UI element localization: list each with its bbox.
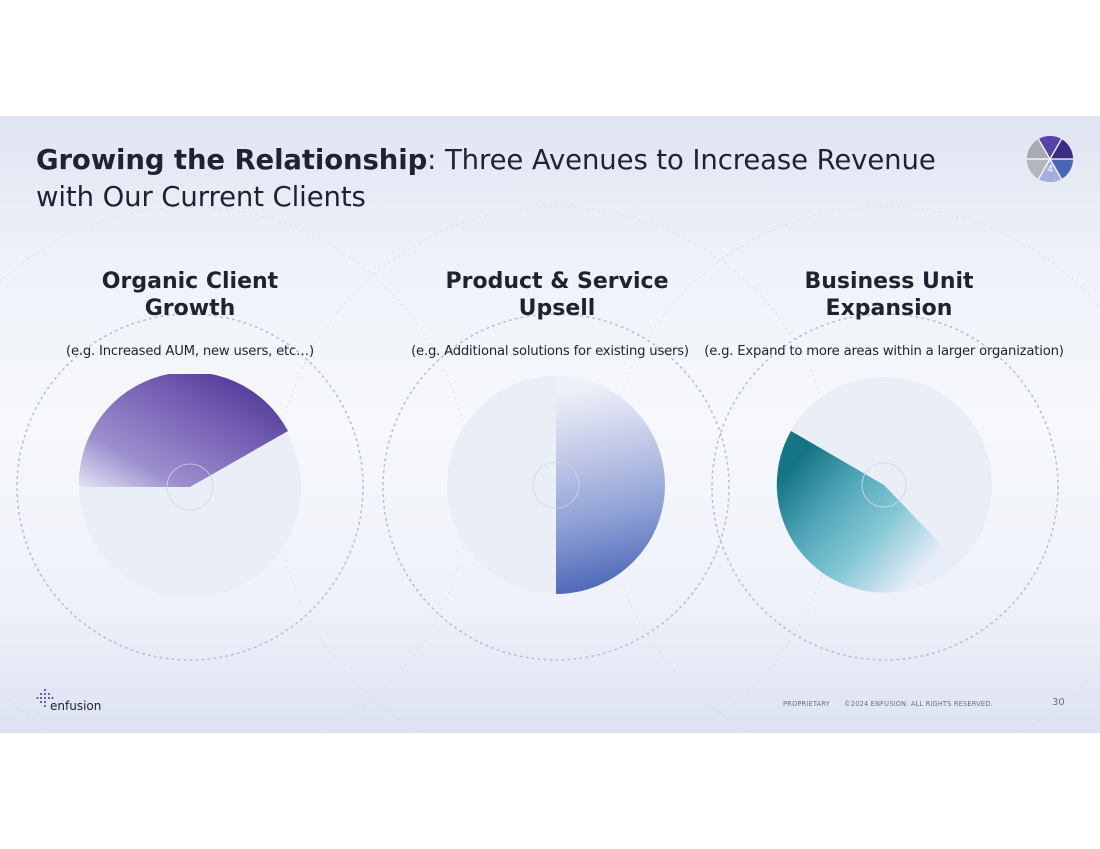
heading-line1: Business Unit	[804, 269, 974, 294]
heading-line2: Expansion	[825, 296, 953, 321]
example-business-unit-expansion: (e.g. Expand to more areas within a larg…	[704, 344, 1064, 359]
page-number: 30	[1052, 697, 1065, 708]
heading-line2: Growth	[144, 296, 236, 321]
example-product-service-upsell: (e.g. Additional solutions for existing …	[411, 344, 689, 359]
slide: Growing the Relationship: Three Avenues …	[0, 116, 1100, 733]
badge-number: 4	[1047, 164, 1053, 175]
heading-line1: Organic Client	[101, 269, 279, 294]
pie-product-service-upsell-icon	[447, 376, 665, 594]
page-title: Growing the Relationship: Three Avenues …	[36, 142, 996, 216]
pie-organic-client-growth-icon	[78, 374, 301, 598]
footer-proprietary: PROPRIETARY	[783, 700, 830, 708]
pie-business-unit-expansion-icon	[776, 377, 992, 593]
heading-line1: Product & Service	[445, 269, 669, 294]
enfusion-logo: enfusion	[36, 688, 106, 718]
heading-product-service-upsell: Product & Service Upsell	[407, 268, 707, 322]
title-rest: : Three Avenues to Increase Revenue with…	[36, 144, 936, 213]
footer-copyright: ©2024 ENFUSION. ALL RIGHTS RESERVED.	[844, 700, 993, 708]
title-bold: Growing the Relationship	[36, 144, 428, 176]
example-organic-client-growth: (e.g. Increased AUM, new users, etc…)	[66, 344, 314, 359]
logo-text: enfusion	[50, 699, 101, 713]
heading-organic-client-growth: Organic Client Growth	[40, 268, 340, 322]
heading-business-unit-expansion: Business Unit Expansion	[739, 268, 1039, 322]
section-badge: 4	[1027, 136, 1073, 182]
heading-line2: Upsell	[518, 296, 596, 321]
